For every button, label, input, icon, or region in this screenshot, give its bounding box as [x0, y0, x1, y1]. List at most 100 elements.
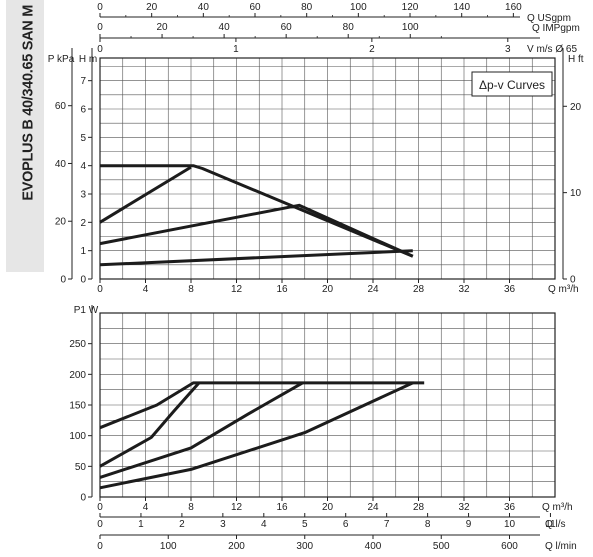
model-side-tab — [6, 0, 44, 272]
power-y-tick-label: 200 — [69, 370, 86, 381]
ls-tick-label: 2 — [179, 519, 185, 530]
power-y-tick-label: 150 — [69, 401, 86, 412]
head-h-tick-label: 6 — [80, 105, 86, 116]
power-x-tick-label: 4 — [143, 502, 149, 513]
power-curve-4 — [99, 381, 414, 490]
power-curve-3 — [99, 381, 304, 479]
legend-text: Δp-v Curves — [479, 78, 545, 92]
head-curve-3 — [99, 203, 414, 258]
axes-layer — [68, 13, 567, 539]
velocity-tick-label: 3 — [505, 44, 511, 55]
impgpm-tick-label: 0 — [97, 22, 103, 33]
lmin-tick-label: 400 — [365, 541, 382, 552]
head-curve-4 — [99, 249, 413, 267]
ls-tick-label: 10 — [504, 519, 516, 530]
power-x-tick-label: 12 — [231, 502, 243, 513]
head-h-tick-label: 7 — [80, 76, 86, 87]
usgpm-tick-label: 160 — [505, 2, 522, 13]
velocity-tick-label: 2 — [369, 44, 375, 55]
ls-unit: Q l/s — [545, 519, 566, 530]
impgpm-tick-label: 80 — [343, 22, 355, 33]
power-x-tick-label: 28 — [413, 502, 425, 513]
head-x-unit: Q m³/h — [548, 284, 579, 295]
curve-layer — [99, 164, 425, 490]
impgpm-tick-label: 100 — [402, 22, 419, 33]
power-curve-1 — [99, 381, 425, 430]
usgpm-tick-label: 120 — [402, 2, 419, 13]
usgpm-tick-label: 140 — [453, 2, 470, 13]
head-h-tick-label: 3 — [80, 190, 86, 201]
lmin-unit: Q l/min — [545, 541, 577, 552]
ls-tick-label: 11 — [545, 519, 556, 530]
grid-layer — [99, 57, 556, 498]
head-x-tick-label: 20 — [322, 284, 334, 295]
head-h-tick-label: 1 — [80, 246, 86, 257]
head-x-tick-label: 12 — [231, 284, 243, 295]
lmin-tick-label: 100 — [160, 541, 177, 552]
head-x-tick-label: 36 — [504, 284, 516, 295]
power-y-tick-label: 50 — [75, 462, 87, 473]
head-h-tick-label: 0 — [80, 275, 86, 286]
head-x-tick-label: 0 — [97, 284, 103, 295]
power-x-tick-label: 20 — [322, 502, 334, 513]
impgpm-tick-label: 40 — [219, 22, 231, 33]
head-ft-tick-label: 10 — [570, 188, 582, 199]
power-x-unit: Q m³/h — [542, 502, 573, 513]
ls-tick-label: 5 — [302, 519, 308, 530]
ls-tick-label: 6 — [343, 519, 349, 530]
head-h-tick-label: 4 — [80, 161, 86, 172]
lmin-tick-label: 200 — [228, 541, 245, 552]
ls-tick-label: 9 — [466, 519, 472, 530]
head-p-tick-label: 40 — [55, 159, 67, 170]
legend-box — [471, 71, 553, 97]
head-ft-tick-label: 0 — [570, 275, 576, 286]
head-x-tick-label: 8 — [188, 284, 194, 295]
head-h-unit: H m — [79, 54, 97, 65]
usgpm-unit: Q USgpm — [527, 13, 571, 24]
ls-tick-label: 7 — [384, 519, 390, 530]
ls-tick-label: 1 — [138, 519, 144, 530]
power-x-tick-label: 16 — [276, 502, 288, 513]
head-p-tick-label: 0 — [60, 275, 66, 286]
power-x-tick-label: 36 — [504, 502, 516, 513]
head-p-tick-label: 60 — [55, 101, 67, 112]
usgpm-tick-label: 40 — [198, 2, 210, 13]
usgpm-tick-label: 60 — [249, 2, 261, 13]
lmin-tick-label: 500 — [433, 541, 450, 552]
power-curve-2 — [99, 381, 201, 468]
lmin-tick-label: 600 — [501, 541, 518, 552]
head-ft-tick-label: 20 — [570, 102, 582, 113]
power-y-unit: P1 W — [74, 305, 99, 316]
power-y-tick-label: 250 — [69, 339, 86, 350]
power-x-tick-label: 0 — [97, 502, 103, 513]
head-x-tick-label: 24 — [367, 284, 379, 295]
usgpm-tick-label: 80 — [301, 2, 313, 13]
velocity-tick-label: 1 — [233, 44, 239, 55]
velocity-unit: V m/s Ø 65 — [527, 44, 577, 55]
usgpm-tick-label: 0 — [97, 2, 103, 13]
head-h-tick-label: 5 — [80, 133, 86, 144]
head-curve-2 — [99, 165, 192, 224]
head-x-tick-label: 16 — [276, 284, 288, 295]
power-x-tick-label: 32 — [458, 502, 470, 513]
ls-tick-label: 3 — [220, 519, 226, 530]
ls-tick-label: 4 — [261, 519, 267, 530]
impgpm-tick-label: 20 — [156, 22, 168, 33]
impgpm-unit: Q IMPgpm — [532, 23, 580, 34]
impgpm-tick-label: 60 — [281, 22, 293, 33]
head-x-tick-label: 32 — [458, 284, 470, 295]
head-ft-unit: H ft — [568, 54, 584, 65]
lmin-tick-label: 300 — [296, 541, 313, 552]
head-h-tick-label: 2 — [80, 218, 86, 229]
head-p-unit: P kPa — [48, 54, 75, 65]
head-p-tick-label: 20 — [55, 217, 67, 228]
lmin-tick-label: 0 — [97, 541, 103, 552]
head-x-tick-label: 4 — [143, 284, 149, 295]
ls-tick-label: 0 — [97, 519, 103, 530]
power-x-tick-label: 24 — [367, 502, 379, 513]
usgpm-tick-label: 20 — [146, 2, 158, 13]
usgpm-tick-label: 100 — [350, 2, 367, 13]
power-y-tick-label: 100 — [69, 431, 86, 442]
